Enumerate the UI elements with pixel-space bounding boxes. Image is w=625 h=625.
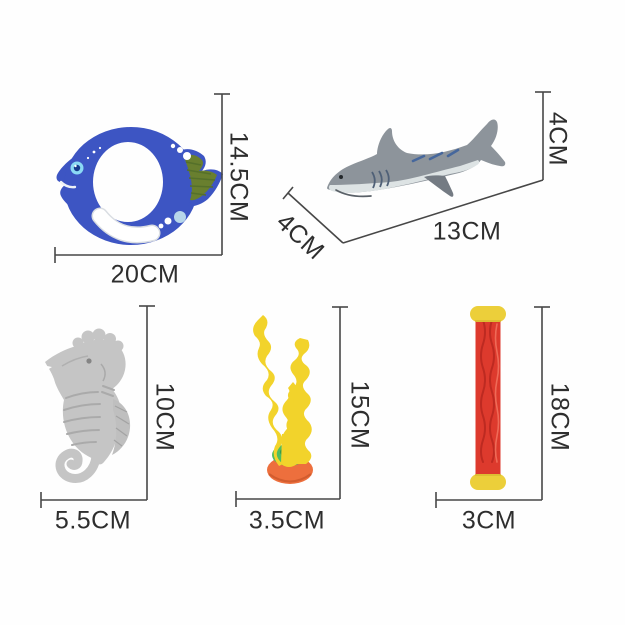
seaweed-measure-lines <box>235 306 348 507</box>
fish-measure-lines <box>54 93 230 263</box>
shark-length-label: 13CM <box>432 217 502 246</box>
seaweed-frond-middle <box>281 382 301 450</box>
seahorse-snout-line <box>61 355 89 367</box>
shark-measure-lines <box>282 91 551 244</box>
shark-back-stripes <box>411 148 460 163</box>
fish-dot-large <box>174 211 186 223</box>
shark-figure <box>327 119 506 198</box>
seahorse-fin-rays <box>113 405 130 447</box>
fish-eye-highlight <box>74 164 77 168</box>
seahorse-width-label: 5.5CM <box>54 506 132 535</box>
shark-pectoral-fin <box>424 175 454 197</box>
fish-width-label: 20CM <box>110 260 180 289</box>
seahorse-eye <box>86 358 92 364</box>
shark-depth-tick <box>282 186 294 200</box>
seahorse-tail-curl <box>55 448 101 483</box>
seaweed-base-shadow <box>268 473 312 483</box>
shark-gills <box>371 169 390 189</box>
fish-tail-insert <box>184 154 217 201</box>
stick-cap-top <box>470 306 506 322</box>
stick-width-label: 3CM <box>461 506 517 535</box>
shark-height-label: 4CM <box>543 111 572 167</box>
fish-ring-figure <box>56 127 223 245</box>
shark-eye <box>339 175 343 179</box>
fish-mouth <box>59 180 77 189</box>
seaweed-height-label: 15CM <box>345 380 374 450</box>
fish-tail-stripes <box>185 161 216 196</box>
seahorse-dorsal-fin <box>112 399 131 455</box>
seaweed-width-label: 3.5CM <box>248 506 326 535</box>
stick-measure-lines <box>435 306 550 508</box>
shark-belly <box>328 160 480 193</box>
shark-body <box>327 119 506 193</box>
stick-notch-left <box>471 420 476 428</box>
seahorse-height-label: 10CM <box>150 382 179 452</box>
shark-depth-line <box>287 192 344 244</box>
seaweed-frond-left <box>253 315 283 466</box>
seahorse-measure-lines <box>40 305 155 508</box>
fish-height-label: 14.5CM <box>224 131 253 223</box>
stick-notch-right <box>500 365 505 373</box>
shark-mouth <box>335 189 372 198</box>
seaweed-fronds <box>253 315 312 466</box>
seahorse-cheek-line <box>100 363 106 382</box>
fish-dots <box>86 143 191 233</box>
stick-height-label: 18CM <box>545 382 574 452</box>
stick-rod <box>475 313 501 479</box>
stick-texture <box>480 319 500 463</box>
stick-cap-bottom <box>470 474 506 490</box>
fish-white-band <box>93 209 159 242</box>
dive-stick-figure <box>470 306 506 490</box>
seahorse-figure <box>42 328 131 483</box>
seahorse-belly-ribs <box>63 385 115 446</box>
seahorse-mouth-notch <box>42 365 52 372</box>
stick-caps <box>470 306 506 490</box>
seaweed-figure <box>253 315 313 484</box>
shark-length-line <box>342 179 544 244</box>
